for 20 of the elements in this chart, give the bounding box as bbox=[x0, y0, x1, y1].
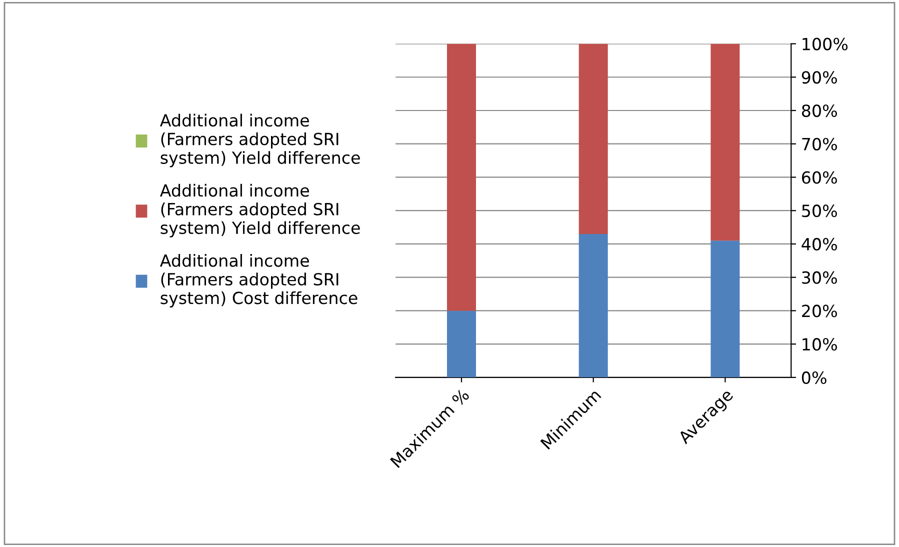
legend-label: Additional income (Farmers adopted SRI system) Yield difference bbox=[160, 114, 360, 168]
y-tick-label: 70% bbox=[802, 138, 837, 150]
y-tick-label: 10% bbox=[802, 338, 837, 351]
y-tick-label: 100% bbox=[802, 38, 848, 50]
bar bbox=[446, 310, 476, 378]
y-tick-label: 40% bbox=[802, 238, 837, 251]
y-tick-label: 0% bbox=[802, 371, 826, 384]
y-tick-label: 80% bbox=[802, 104, 837, 118]
bar bbox=[710, 44, 740, 241]
y-tick-label: 50% bbox=[802, 204, 837, 218]
bar bbox=[710, 240, 740, 378]
bar bbox=[446, 44, 476, 311]
bar bbox=[578, 234, 608, 378]
y-tick-label: 90% bbox=[802, 71, 837, 84]
y-tick-label: 20% bbox=[802, 304, 837, 318]
y-tick-label: 30% bbox=[802, 271, 837, 284]
y-tick-label: 60% bbox=[802, 171, 837, 184]
bar bbox=[578, 44, 608, 234]
legend-label: Additional income (Farmers adopted SRI system) Cost difference bbox=[160, 254, 358, 308]
legend-label: Additional income (Farmers adopted SRI system) Yield difference bbox=[160, 184, 360, 238]
